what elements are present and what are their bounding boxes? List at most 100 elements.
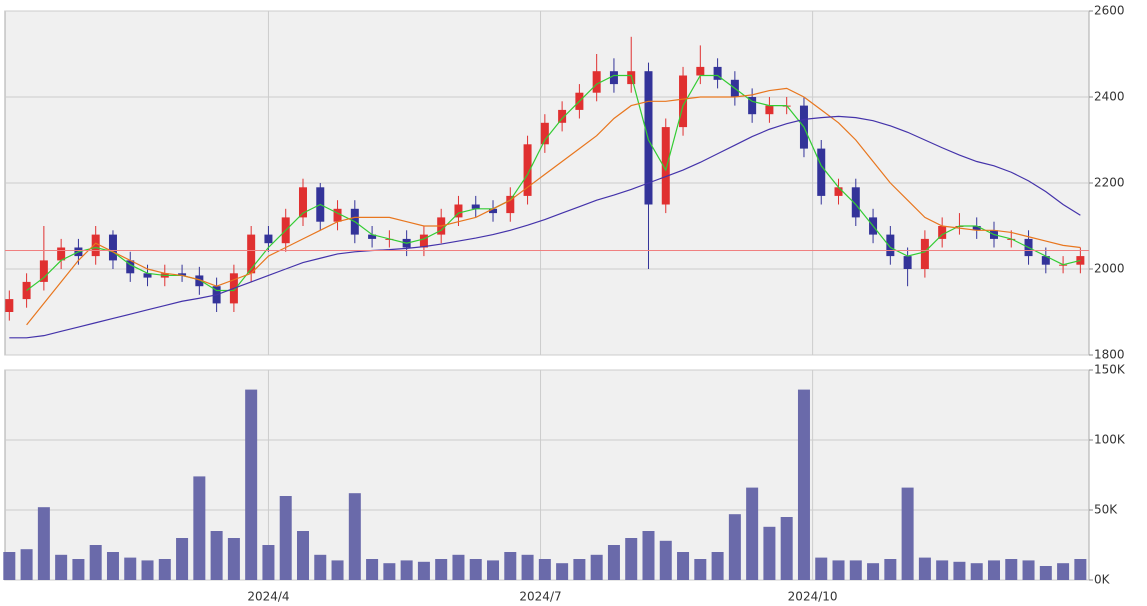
volume-bar: [417, 561, 430, 580]
candle-body: [333, 208, 342, 222]
candle-body: [523, 144, 532, 196]
volume-bar: [141, 560, 154, 580]
volume-bar: [1074, 559, 1087, 580]
volume-bar: [918, 557, 931, 580]
volume-bar: [953, 561, 966, 580]
moving-average-line: [26, 87, 1081, 326]
candle-body: [592, 71, 601, 93]
candle-body: [817, 148, 826, 196]
volume-bar: [469, 559, 482, 580]
plot-area: [4, 369, 1090, 581]
x-tick-label: 2024/7: [519, 590, 561, 604]
volume-bar: [728, 514, 741, 580]
volume-bar: [176, 538, 189, 580]
candle-body: [886, 234, 895, 257]
candle-body: [834, 187, 843, 196]
volume-bar: [331, 560, 344, 580]
candle-body: [558, 109, 567, 123]
volume-bar: [55, 554, 68, 580]
volume-bar: [3, 552, 16, 580]
volume-bar: [936, 560, 949, 580]
volume-bar: [124, 557, 137, 580]
volume-bar: [262, 545, 275, 580]
volume-bar: [711, 552, 724, 580]
volume-bar: [1039, 566, 1052, 580]
volume-bar: [348, 493, 361, 580]
candle-body: [696, 66, 705, 76]
volume-bar: [780, 517, 793, 580]
candle-body: [195, 275, 204, 287]
volume-bar: [1057, 563, 1070, 580]
candle-body: [851, 187, 860, 218]
candle-body: [108, 234, 117, 261]
volume-bar: [158, 559, 171, 580]
volume-bar: [245, 389, 258, 580]
candle-body: [247, 234, 256, 274]
volume-bar: [452, 554, 465, 580]
candle-body: [57, 247, 66, 261]
y-tick-label: 2200: [1094, 176, 1125, 190]
candle-body: [609, 71, 618, 85]
y-tick-label: 2400: [1094, 90, 1125, 104]
candle-body: [920, 238, 929, 269]
volume-bar: [694, 559, 707, 580]
volume-bar: [227, 538, 240, 580]
y-tick-label: 50K: [1094, 503, 1118, 517]
volume-bar: [1022, 560, 1035, 580]
y-tick-label: 1800: [1094, 348, 1125, 362]
candle-body: [661, 127, 670, 205]
volume-bar: [37, 507, 50, 580]
volume-bar: [987, 560, 1000, 580]
candle-body: [178, 273, 187, 276]
candle-body: [489, 208, 498, 214]
candle-body: [5, 299, 14, 312]
volume-bar: [504, 552, 517, 580]
candle-body: [938, 226, 947, 239]
x-tick-label: 2024/4: [247, 590, 289, 604]
volume-bar: [435, 559, 448, 580]
volume-bar: [884, 559, 897, 580]
candle-body: [91, 234, 100, 257]
volume-bar: [20, 549, 33, 580]
y-tick-label: 2000: [1094, 262, 1125, 276]
candle-body: [454, 204, 463, 218]
volume-bar: [556, 563, 569, 580]
candle-body: [748, 97, 757, 115]
volume-bar: [625, 538, 638, 580]
candle-body: [298, 187, 307, 218]
candle-body: [765, 105, 774, 115]
volume-bar: [210, 531, 223, 580]
candle-body: [264, 234, 273, 244]
volume-bar: [89, 545, 102, 580]
volume-bar: [193, 476, 206, 580]
volume-bar: [659, 540, 672, 580]
volume-bar: [314, 554, 327, 580]
volume-bar: [642, 531, 655, 580]
volume-bar: [383, 563, 396, 580]
candle-body: [368, 234, 377, 239]
y-tick-label: 2600: [1094, 4, 1125, 18]
volume-bar: [832, 560, 845, 580]
candle-body: [903, 256, 912, 269]
volume-bar: [746, 487, 759, 580]
volume-bar: [677, 552, 690, 580]
y-tick-label: 100K: [1094, 433, 1126, 447]
volume-bar: [521, 554, 534, 580]
volume-bar: [487, 560, 500, 580]
candle-body: [126, 260, 135, 274]
volume-bar: [901, 487, 914, 580]
volume-bar: [607, 545, 620, 580]
volume-bar: [72, 559, 85, 580]
candle-body: [506, 195, 515, 214]
volume-bar: [296, 531, 309, 580]
volume-bar: [849, 560, 862, 580]
y-tick-label: 150K: [1094, 363, 1126, 377]
candle-body: [540, 122, 549, 145]
volume-bar: [573, 559, 586, 580]
candle-body: [39, 260, 48, 282]
volume-bar: [366, 559, 379, 580]
volume-bar: [970, 563, 983, 580]
candle-body: [713, 66, 722, 80]
